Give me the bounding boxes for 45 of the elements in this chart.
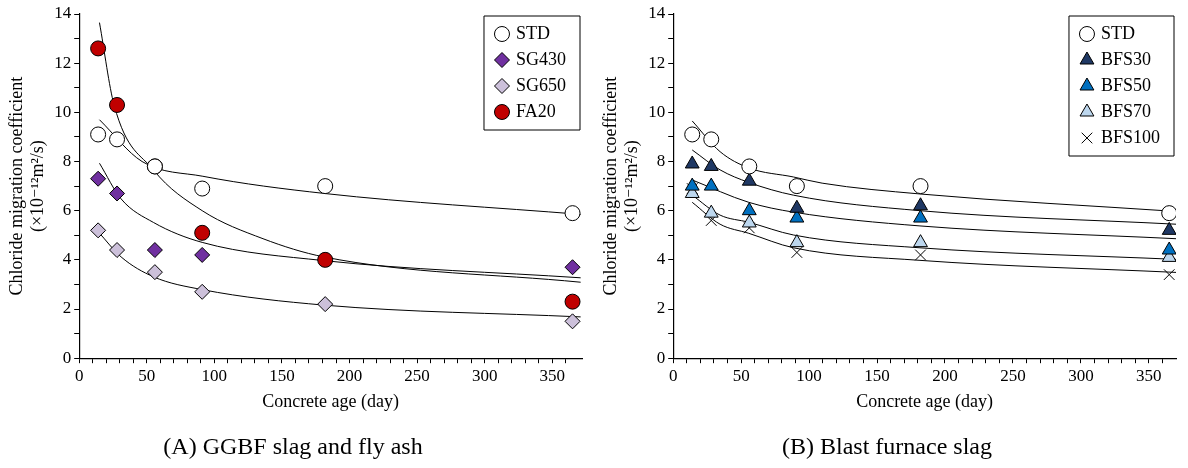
legend-label: FA20 (515, 100, 556, 121)
x-tick-label: 50 (138, 365, 156, 385)
legend-label: STD (1100, 22, 1135, 43)
y-tick-label: 6 (62, 200, 72, 220)
y-tick-label: 2 (62, 298, 72, 318)
x-tick-label: 200 (932, 365, 958, 385)
x-tick-label: 350 (1136, 365, 1162, 385)
legend-label: STD (515, 22, 551, 43)
x-tick-label: 150 (864, 365, 890, 385)
x-tick-label: 250 (404, 365, 430, 385)
x-tick-label: 100 (201, 365, 228, 385)
legend-label: BFS50 (1100, 74, 1151, 95)
x-tick-label: 150 (269, 365, 295, 385)
y-tick-label: 0 (656, 347, 666, 367)
y-tick-label: 10 (648, 101, 666, 121)
x-tick-label: 300 (471, 365, 498, 385)
text: (A) GGBF slag and fly ash (163, 432, 423, 459)
x-tick-label: 250 (1000, 365, 1026, 385)
legend-label: BFS70 (1100, 100, 1151, 121)
legend-label: BFS100 (1100, 126, 1160, 147)
y-tick-label: 14 (648, 3, 666, 23)
legend-label: SG430 (515, 48, 567, 69)
x-axis-title: Concrete age (day) (262, 391, 400, 413)
x-tick-label: 200 (336, 365, 363, 385)
y-axis-title: Chloride migration coefficient (×10⁻¹²m²/s) (5, 76, 49, 296)
y-tick-label: 2 (656, 298, 666, 318)
y-tick-label: 8 (62, 150, 72, 170)
x-tick-label: 100 (796, 365, 822, 385)
x-tick-label: 300 (1068, 365, 1094, 385)
text: (B) Blast furnace slag (782, 432, 992, 459)
y-tick-label: 8 (656, 150, 666, 170)
y-axis-title: Chloride migration coefficient (×10⁻¹²m²/s) (599, 76, 643, 296)
x-tick-label: 50 (732, 365, 750, 385)
y-tick-label: 6 (656, 200, 666, 220)
x-axis-title: Concrete age (day) (856, 391, 994, 413)
y-tick-label: 10 (54, 101, 72, 121)
legend-label: BFS30 (1100, 48, 1151, 69)
y-tick-label: 12 (54, 52, 72, 72)
y-tick-label: 0 (62, 347, 72, 367)
x-tick-label: 350 (539, 365, 566, 385)
y-tick-label: 14 (54, 3, 72, 23)
y-tick-label: 12 (648, 52, 666, 72)
y-tick-label: 4 (656, 249, 666, 269)
legend-label: SG650 (515, 74, 567, 95)
y-tick-label: 4 (62, 249, 72, 269)
